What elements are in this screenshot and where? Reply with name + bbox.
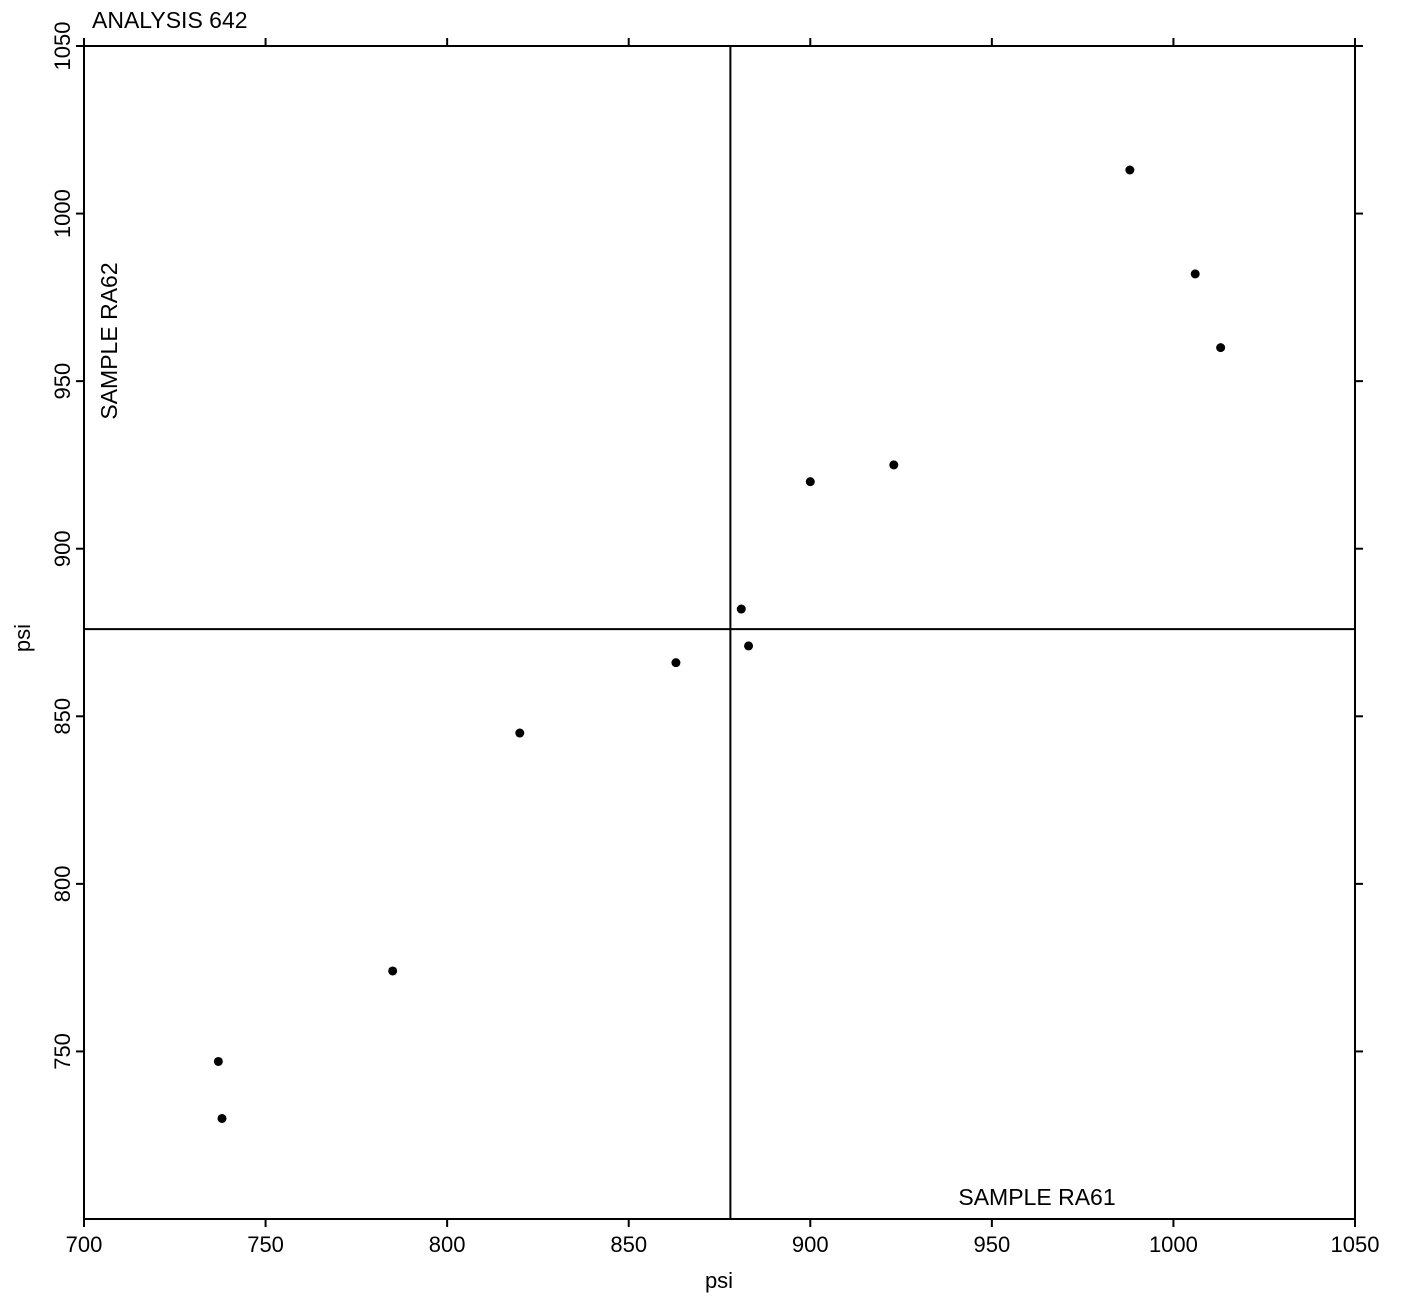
data-point xyxy=(1190,269,1200,279)
x-tick-label: 800 xyxy=(429,1232,466,1257)
data-point xyxy=(515,728,525,738)
x-tick-label: 900 xyxy=(792,1232,829,1257)
y-tick-label: 950 xyxy=(50,363,75,400)
y-tick-label: 800 xyxy=(50,865,75,902)
plot-frame xyxy=(83,45,1356,1220)
x-axis-label: psi xyxy=(705,1268,733,1293)
y-tick-label: 850 xyxy=(50,698,75,735)
x-tick-label: 1000 xyxy=(1149,1232,1198,1257)
x-series-label: SAMPLE RA61 xyxy=(958,1184,1115,1210)
data-point xyxy=(889,460,899,470)
x-tick-label: 950 xyxy=(973,1232,1010,1257)
chart-title: ANALYSIS 642 xyxy=(92,7,248,33)
data-points xyxy=(213,165,1226,1123)
y-axis-ticks: 750 800 850 900 950 1000 1050 xyxy=(50,22,1363,1070)
y-series-label: SAMPLE RA62 xyxy=(96,262,122,419)
x-axis-ticks: 700 750 800 850 900 950 1000 1050 xyxy=(66,38,1380,1257)
y-tick-label: 900 xyxy=(50,530,75,567)
data-point xyxy=(213,1056,223,1066)
x-tick-label: 850 xyxy=(610,1232,647,1257)
data-point xyxy=(744,641,754,651)
y-tick-label: 1050 xyxy=(50,22,75,71)
x-tick-label: 750 xyxy=(247,1232,284,1257)
data-point xyxy=(388,966,398,976)
reference-lines xyxy=(84,46,1355,1219)
data-point xyxy=(805,477,815,487)
data-point xyxy=(1125,165,1135,175)
x-tick-label: 1050 xyxy=(1331,1232,1380,1257)
data-point xyxy=(1216,343,1226,353)
y-axis-label: psi xyxy=(10,624,35,652)
y-tick-label: 750 xyxy=(50,1033,75,1070)
x-tick-label: 700 xyxy=(66,1232,103,1257)
data-point xyxy=(736,604,746,614)
data-point xyxy=(217,1113,227,1123)
data-point xyxy=(671,658,681,668)
y-tick-label: 1000 xyxy=(50,189,75,238)
